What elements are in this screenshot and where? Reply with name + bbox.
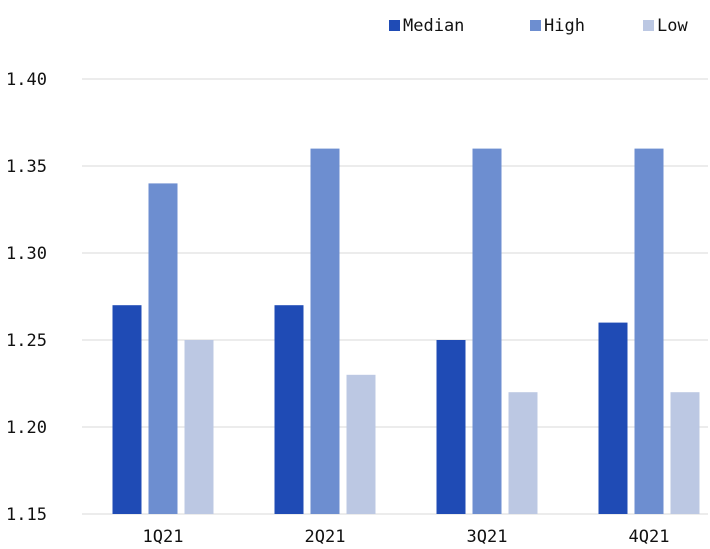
legend: Median High Low xyxy=(389,16,688,36)
x-tick-label: 1Q21 xyxy=(143,527,184,547)
legend-swatch-high xyxy=(530,20,541,31)
bar-high-3q21 xyxy=(472,148,502,514)
bar-high-2q21 xyxy=(310,148,340,514)
legend-label-median: Median xyxy=(403,16,464,36)
bar-low-3q21 xyxy=(508,392,538,514)
y-tick-label: 1.15 xyxy=(6,505,47,525)
y-tick-label: 1.35 xyxy=(6,157,47,177)
bar-median-3q21 xyxy=(436,340,466,514)
bars xyxy=(112,148,700,514)
axes: 1.15 1.20 1.25 1.30 1.35 1.40 1Q21 2Q21 3Q21 4Q21 xyxy=(6,70,669,547)
x-tick-label: 4Q21 xyxy=(629,527,670,547)
bar-low-4q21 xyxy=(670,392,700,514)
y-tick-label: 1.30 xyxy=(6,244,47,264)
bar-high-1q21 xyxy=(148,183,178,514)
y-tick-label: 1.40 xyxy=(6,70,47,90)
y-tick-label: 1.25 xyxy=(6,331,47,351)
x-tick-label: 3Q21 xyxy=(467,527,508,547)
bar-median-1q21 xyxy=(112,305,142,514)
bar-low-1q21 xyxy=(184,340,214,514)
bar-median-4q21 xyxy=(598,322,628,514)
x-tick-label: 2Q21 xyxy=(305,527,346,547)
legend-label-low: Low xyxy=(657,16,688,36)
legend-label-high: High xyxy=(544,16,585,36)
bar-low-2q21 xyxy=(346,374,376,514)
bar-high-4q21 xyxy=(634,148,664,514)
legend-swatch-low xyxy=(643,20,654,31)
legend-swatch-median xyxy=(389,20,400,31)
bar-median-2q21 xyxy=(274,305,304,514)
y-tick-label: 1.20 xyxy=(6,418,47,438)
